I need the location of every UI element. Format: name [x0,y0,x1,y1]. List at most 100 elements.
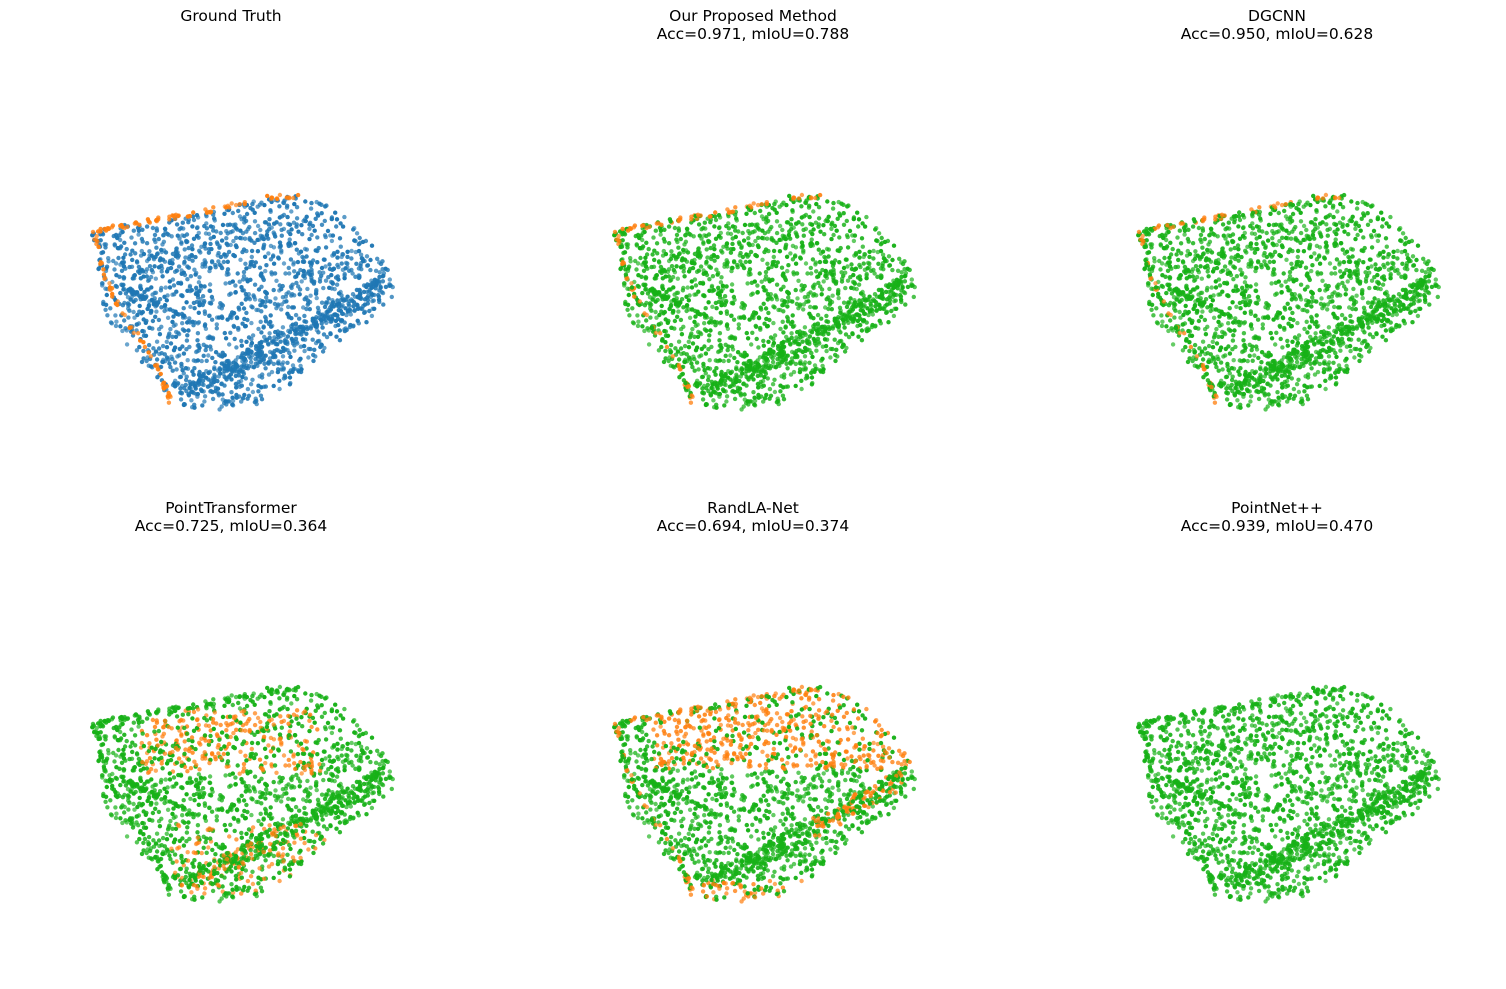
data-point [286,304,291,310]
data-point [202,241,208,246]
data-point [1354,220,1359,225]
data-point [702,344,707,349]
data-point [214,326,219,331]
data-point [385,267,390,273]
data-point [1187,356,1192,361]
data-point [725,264,730,269]
data-point [649,308,654,313]
data-point [1227,351,1233,356]
data-point [823,326,829,331]
data-point [232,336,237,342]
data-point [195,225,200,230]
data-point [811,316,816,321]
data-point [290,282,295,287]
data-point [99,281,105,286]
data-point [751,201,756,206]
data-point [297,287,303,292]
data-point [696,268,701,273]
data-point [192,320,198,325]
data-point [275,369,281,375]
data-point [1298,240,1303,245]
data-point [732,355,737,361]
data-point [1148,242,1153,247]
data-point [1195,253,1200,258]
data-point [775,356,780,362]
data-point [326,296,331,301]
data-point [201,353,206,358]
data-point [292,241,298,246]
data-point [308,206,314,211]
data-point [1401,318,1406,323]
data-point [1386,224,1392,229]
data-point [1231,366,1237,371]
data-point [828,355,833,360]
data-point [759,394,764,399]
data-point [290,305,295,310]
data-point [728,250,734,255]
data-point [861,311,867,316]
data-point [821,223,826,228]
data-point [289,324,294,329]
data-point [631,321,636,326]
data-point [169,234,174,239]
data-point [306,271,311,276]
data-point [209,317,215,322]
data-point [184,374,189,379]
data-point [669,299,674,304]
data-point [824,297,829,302]
data-point [646,342,652,347]
data-point [233,362,238,368]
data-point [704,315,710,320]
data-point [1310,263,1315,268]
data-point [1182,232,1187,237]
data-point [762,374,767,380]
data-point [793,383,798,389]
data-point [793,261,799,266]
data-point [307,226,312,231]
data-point [741,381,746,387]
data-point [728,353,733,358]
data-point [1380,282,1386,287]
data-point [753,252,758,258]
data-point [191,236,197,241]
data-point [1294,205,1299,211]
data-point [1389,266,1394,271]
data-point [886,320,891,325]
data-point [707,320,712,325]
data-point [678,217,683,222]
data-point [717,215,723,220]
data-point [1252,250,1258,255]
data-point [1333,271,1338,276]
data-point [707,358,712,363]
data-point [148,354,154,359]
data-point [237,214,243,219]
data-point [207,282,213,287]
data-point [1192,256,1198,262]
data-point [186,265,191,270]
data-point [1223,227,1228,232]
data-point [772,333,778,338]
data-point [750,366,755,371]
data-point [287,271,292,276]
data-point [729,288,735,294]
data-point [1217,283,1223,288]
data-point [292,269,297,274]
data-point [274,278,279,283]
data-point [856,217,862,222]
data-point [845,245,851,250]
data-point [263,268,268,274]
data-point [216,391,222,396]
data-point [263,304,268,309]
data-point [870,312,875,317]
data-point [227,374,232,380]
data-point [1246,294,1252,299]
data-point [313,340,319,346]
data-point [1237,217,1243,223]
data-point [1433,277,1438,282]
data-point [706,338,712,343]
data-point [761,383,766,388]
data-point [1309,319,1315,324]
data-point [649,264,654,270]
data-point [1324,244,1329,249]
data-point [757,355,763,360]
